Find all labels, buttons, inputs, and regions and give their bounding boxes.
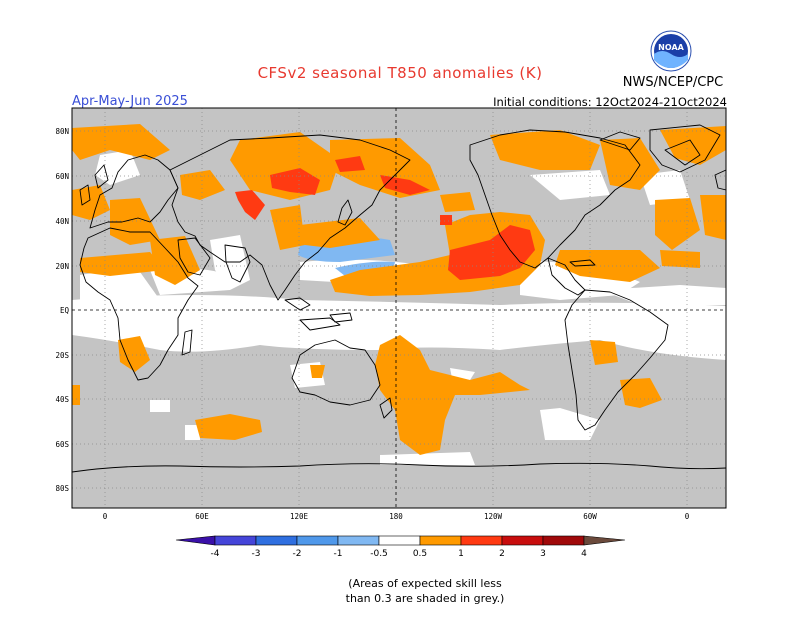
lat-label: 40S	[55, 395, 69, 404]
legend-tick: -3	[252, 549, 261, 559]
forecast-period: Apr-May-Jun 2025	[72, 94, 188, 109]
lon-label: 60E	[195, 512, 209, 521]
legend-tick: -1	[334, 549, 343, 559]
lon-label: 60W	[583, 512, 597, 521]
lon-label: 0	[685, 512, 690, 521]
equator-dateline	[72, 108, 726, 508]
lat-label: EQ	[60, 306, 70, 315]
legend-swatch	[419, 535, 462, 546]
legend-tick: -4	[211, 549, 220, 559]
lon-label: 0	[103, 512, 108, 521]
legend-tick: 2	[499, 549, 505, 559]
legend-tick: 4	[581, 549, 587, 559]
legend-swatch	[378, 535, 421, 546]
lat-label: 40N	[55, 217, 69, 226]
legend-swatch	[214, 535, 257, 546]
footnote-line: (Areas of expected skill less	[348, 577, 502, 590]
legend-swatch	[175, 535, 216, 546]
graticule	[72, 108, 726, 508]
lat-label: 60S	[55, 440, 69, 449]
legend-swatch	[255, 535, 298, 546]
coastlines	[72, 124, 726, 473]
lat-label: 20N	[55, 262, 69, 271]
legend-tick: -0.5	[370, 549, 388, 559]
lon-label: 180	[389, 512, 403, 521]
legend-swatch	[460, 535, 503, 546]
legend-tick: 0.5	[413, 549, 427, 559]
map-frame	[71, 107, 727, 509]
lon-label: 120W	[484, 512, 503, 521]
legend-swatch	[501, 535, 544, 546]
legend-swatch	[583, 535, 626, 546]
footnote-line: than 0.3 are shaded in grey.)	[345, 592, 505, 605]
legend-tick: 3	[540, 549, 546, 559]
positive-anomaly-regions-1-2	[235, 156, 535, 280]
agency-label: NWS/NCEP/CPC	[622, 75, 724, 90]
noaa-logo: NOAA	[650, 30, 692, 72]
positive-anomaly-regions-05-1	[72, 124, 726, 455]
color-legend	[175, 535, 626, 546]
lon-label: 120E	[290, 512, 309, 521]
legend-swatch	[296, 535, 339, 546]
skill-footnote: (Areas of expected skill less than 0.3 a…	[300, 576, 550, 606]
legend-swatch	[542, 535, 585, 546]
initial-conditions: Initial conditions: 12Oct2024-21Oct2024	[493, 95, 727, 109]
legend-swatch	[337, 535, 380, 546]
lat-label: 80N	[55, 127, 69, 136]
legend-tick: 1	[458, 549, 464, 559]
map-title: CFSv2 seasonal T850 anomalies (K)	[257, 64, 543, 82]
legend-tick: -2	[293, 549, 302, 559]
lat-label: 60N	[55, 172, 69, 181]
lat-label: 20S	[55, 351, 69, 360]
noaa-logo-text: NOAA	[658, 43, 684, 52]
lat-label: 80S	[55, 484, 69, 493]
